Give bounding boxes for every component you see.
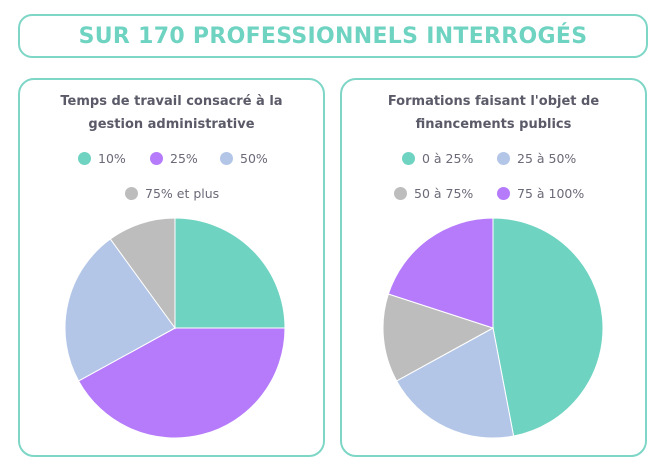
pie-slice-10- bbox=[174, 217, 286, 329]
legend-item-0-25: 0 à 25% bbox=[402, 151, 473, 166]
pie-slice-0-25- bbox=[492, 217, 604, 437]
pie-slice-25-50- bbox=[395, 327, 515, 439]
legend-item-25: 25% bbox=[150, 151, 198, 166]
chart-card-admin-time: Temps de travail consacré à la gestion a… bbox=[18, 78, 325, 457]
legend-item-10: 10% bbox=[78, 151, 126, 166]
legend-item-50-75: 50 à 75% bbox=[394, 186, 473, 201]
legend-swatch bbox=[150, 152, 163, 165]
legend-item-75-100: 75 à 100% bbox=[497, 186, 584, 201]
pie-slice-50- bbox=[64, 238, 176, 382]
pie-slice-75-et-plus bbox=[109, 217, 176, 330]
chart-title: Formations faisant l'objet de financemen… bbox=[342, 90, 645, 136]
legend-swatch bbox=[402, 152, 415, 165]
legend-label: 75 à 100% bbox=[517, 186, 585, 201]
legend-label: 50% bbox=[240, 151, 268, 166]
legend-swatch bbox=[125, 187, 138, 200]
pie-slice-25- bbox=[77, 327, 286, 439]
chart-title: Temps de travail consacré à la gestion a… bbox=[20, 90, 323, 136]
legend-item-75-plus: 75% et plus bbox=[125, 186, 219, 201]
page-title: SUR 170 PROFESSIONNELS INTERROGÉS bbox=[18, 14, 648, 58]
legend-item-25-50: 25 à 50% bbox=[497, 151, 576, 166]
chart-title-line-1: Temps de travail consacré à la bbox=[60, 94, 283, 109]
chart-title-line-2: financements publics bbox=[415, 117, 572, 132]
pie-chart-admin-time bbox=[64, 217, 286, 439]
legend-swatch bbox=[497, 152, 510, 165]
legend-swatch bbox=[394, 187, 407, 200]
pie-chart-public-funding bbox=[382, 217, 604, 439]
pie-slice-75-100- bbox=[387, 217, 494, 329]
legend-label: 25% bbox=[170, 151, 198, 166]
legend-swatch bbox=[78, 152, 91, 165]
legend-item-50: 50% bbox=[220, 151, 268, 166]
legend-label: 0 à 25% bbox=[422, 151, 474, 166]
chart-card-public-funding: Formations faisant l'objet de financemen… bbox=[340, 78, 647, 457]
legend-label: 75% et plus bbox=[145, 186, 220, 201]
legend-swatch bbox=[497, 187, 510, 200]
pie-slice-50-75- bbox=[382, 293, 495, 382]
legend-label: 10% bbox=[98, 151, 126, 166]
chart-title-line-1: Formations faisant l'objet de bbox=[387, 94, 600, 109]
legend-label: 25 à 50% bbox=[517, 151, 577, 166]
legend-label: 50 à 75% bbox=[414, 186, 474, 201]
chart-title-line-2: gestion administrative bbox=[88, 117, 255, 132]
legend-swatch bbox=[220, 152, 233, 165]
